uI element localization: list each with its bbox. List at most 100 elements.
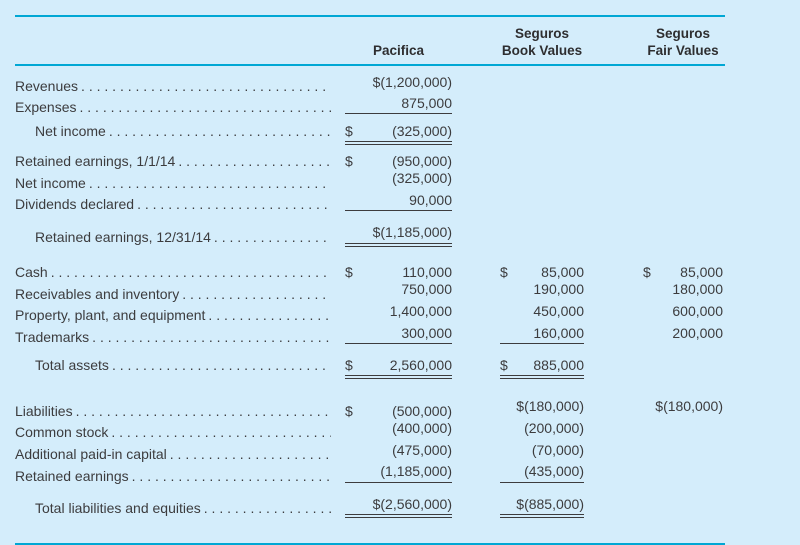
cell-seguros-fair-value: 200,000 (643, 325, 723, 342)
cell-value: 600,000 (672, 302, 723, 319)
row-label-cell: Retained earnings, 12/31/14. . . . . . .… (15, 229, 345, 246)
cell-value: 885,000 (533, 357, 584, 374)
row-label-cell: Expenses. . . . . . . . . . . . . . . . … (15, 99, 345, 116)
dot-leader: . . . . . . . . . . . . . . . . . . . . … (75, 402, 331, 419)
table-row: Revenues. . . . . . . . . . . . . . . . … (15, 74, 725, 96)
row-label: Dividends declared (15, 196, 135, 213)
row-label-cell: Cash. . . . . . . . . . . . . . . . . . … (15, 264, 345, 281)
dot-leader: . . . . . . . . . . . . . . . . . . . . … (79, 99, 331, 116)
cell-value: (950,000) (392, 152, 452, 169)
row-label-cell: Common stock. . . . . . . . . . . . . . … (15, 424, 345, 441)
cell-value: 1,400,000 (389, 302, 452, 319)
cell-pacifica: $ (325,000) (345, 122, 452, 146)
cell-value: (400,000) (392, 420, 452, 437)
cell-value: (200,000) (524, 420, 584, 437)
header-seguros-fair-values: Seguros Fair Values (643, 26, 723, 59)
dot-leader: . . . . . . . . . . . . . . . . . . . . … (169, 445, 331, 462)
table-row: Common stock. . . . . . . . . . . . . . … (15, 420, 725, 442)
table-row: Retained earnings, 1/1/14. . . . . . . .… (15, 153, 725, 170)
cell-value: (325,000) (392, 170, 452, 187)
row-label: Common stock (15, 424, 109, 441)
cell-value: (435,000) (524, 463, 584, 480)
cell-value: $(1,185,000) (372, 224, 452, 241)
cell-pacifica: $(1,200,000) (345, 74, 452, 91)
top-rule (15, 15, 725, 17)
dot-leader: . . . . . . . . . . . . . . . . . . . . … (92, 328, 331, 345)
dollar-sign: $ (345, 152, 353, 169)
table-header: Pacifica Seguros Book Values Seguros Fai… (15, 17, 725, 64)
dot-leader: . . . . . . . . . . . . . . . . . . . . … (108, 122, 331, 139)
row-label: Trademarks (15, 328, 90, 345)
row-label: Retained earnings (15, 467, 129, 484)
cell-pacifica: 300,000 (345, 325, 452, 344)
cell-pacifica: $(2,560,000) (345, 495, 452, 519)
table-row: Cash. . . . . . . . . . . . . . . . . . … (15, 264, 725, 281)
row-label: Liabilities (15, 402, 73, 419)
table-row: Receivables and inventory. . . . . . . .… (15, 281, 725, 303)
cell-seguros-book-value: (435,000) (500, 463, 584, 483)
cell-pacifica: $110,000 (345, 264, 452, 281)
header-fair-line2: Fair Values (647, 42, 719, 58)
cell-pacifica: $2,560,000 (345, 357, 452, 380)
row-label-cell: Total assets. . . . . . . . . . . . . . … (15, 357, 345, 374)
table-row: Expenses. . . . . . . . . . . . . . . . … (15, 95, 725, 117)
header-fair-line1: Seguros (655, 26, 710, 41)
cell-value: 160,000 (533, 324, 584, 341)
cell-pacifica: 1,400,000 (345, 303, 452, 320)
cell-value: $(1,200,000) (372, 73, 452, 90)
table-row: Net income. . . . . . . . . . . . . . . … (15, 122, 725, 146)
cell-seguros-book-value: $85,000 (500, 264, 584, 281)
dollar-sign: $ (643, 264, 651, 281)
cell-pacifica: (325,000) (345, 170, 452, 187)
cell-seguros-book-value: (200,000) (500, 420, 584, 437)
cell-seguros-fair-value: $85,000 (643, 264, 723, 281)
table-row: Net income. . . . . . . . . . . . . . . … (15, 170, 725, 192)
dot-leader: . . . . . . . . . . . . . . . . . . . . … (81, 77, 331, 94)
cell-value: 2,560,000 (389, 357, 452, 374)
header-book-line1: Seguros (514, 26, 569, 41)
dollar-sign: $ (500, 264, 508, 281)
cell-pacifica: 750,000 (345, 281, 452, 298)
cell-value: $(180,000) (516, 398, 584, 415)
cell-value: (475,000) (392, 441, 452, 458)
cell-pacifica: $ (500,000) (345, 403, 452, 420)
cell-value: 190,000 (533, 281, 584, 298)
header-pacifica-label: Pacifica (372, 42, 425, 58)
cell-value: 875,000 (401, 95, 452, 112)
row-label-cell: Total liabilities and equities. . . . . … (15, 500, 345, 517)
table-row: Total liabilities and equities. . . . . … (15, 495, 725, 519)
cell-value: 90,000 (409, 191, 452, 208)
table-row: Dividends declared. . . . . . . . . . . … (15, 192, 725, 214)
table-body: Revenues. . . . . . . . . . . . . . . . … (15, 66, 725, 519)
cell-seguros-fair-value: 600,000 (643, 303, 723, 320)
cell-seguros-fair-value: $(180,000) (643, 398, 723, 415)
dot-leader: . . . . . . . . . . . . . . . . . . . . … (88, 174, 331, 191)
row-label-cell: Net income. . . . . . . . . . . . . . . … (15, 123, 345, 140)
cell-seguros-book-value: 160,000 (500, 325, 584, 344)
row-label-cell: Dividends declared. . . . . . . . . . . … (15, 196, 345, 213)
dollar-sign: $ (345, 122, 353, 139)
cell-value: 180,000 (672, 281, 723, 298)
row-label-cell: Net income. . . . . . . . . . . . . . . … (15, 175, 345, 192)
row-label: Expenses (15, 99, 77, 116)
cell-pacifica: (400,000) (345, 420, 452, 437)
cell-value: $(885,000) (516, 495, 584, 512)
row-label: Cash (15, 264, 48, 281)
row-label-cell: Trademarks. . . . . . . . . . . . . . . … (15, 329, 345, 346)
cell-pacifica: (475,000) (345, 442, 452, 459)
dot-leader: . . . . . . . . . . . . . . . . . . . . … (137, 196, 331, 213)
dot-leader: . . . . . . . . . . . . . . . . . . . . … (203, 500, 331, 517)
cell-value: $(2,560,000) (372, 495, 452, 512)
header-rule (15, 64, 725, 66)
row-label: Receivables and inventory (15, 285, 180, 302)
row-label: Total assets (35, 357, 109, 374)
header-seguros-book-values: Seguros Book Values (500, 26, 584, 59)
table-row: Liabilities. . . . . . . . . . . . . . .… (15, 398, 725, 420)
row-label: Retained earnings, 1/1/14 (15, 152, 176, 169)
row-label-cell: Additional paid-in capital. . . . . . . … (15, 446, 345, 463)
cell-seguros-book-value: (70,000) (500, 442, 584, 459)
row-label: Total liabilities and equities (35, 500, 201, 517)
cell-value: 110,000 (402, 264, 452, 281)
cell-value: (325,000) (392, 122, 452, 139)
cell-seguros-book-value: $(885,000) (500, 495, 584, 519)
